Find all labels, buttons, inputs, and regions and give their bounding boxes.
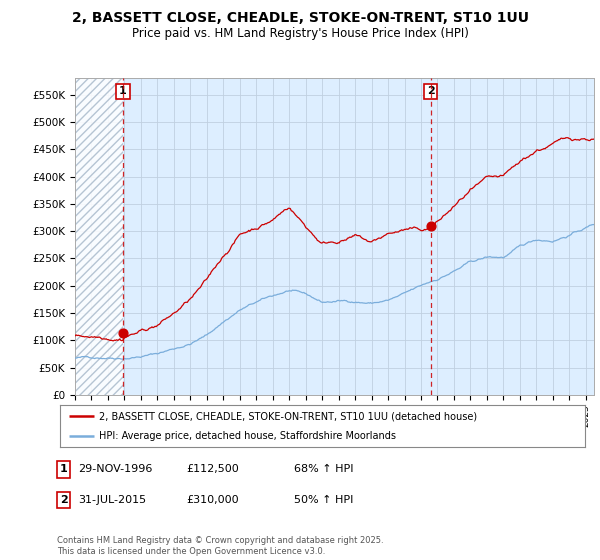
Point [118,329,128,338]
Point [426,221,436,230]
Text: 29-NOV-1996: 29-NOV-1996 [78,464,152,474]
Text: 1: 1 [119,86,127,96]
Text: £310,000: £310,000 [186,495,239,505]
Bar [75,78,123,395]
Text: Contains HM Land Registry data © Crown copyright and database right 2025.
This d: Contains HM Land Registry data © Crown c… [57,536,383,556]
Text: 50% ↑ HPI: 50% ↑ HPI [294,495,353,505]
Text: HPI: Average price, detached house, Staffordshire Moorlands: HPI: Average price, detached house, Staf… [100,431,397,441]
Text: £112,500: £112,500 [186,464,239,474]
Text: 68% ↑ HPI: 68% ↑ HPI [294,464,353,474]
Text: 31-JUL-2015: 31-JUL-2015 [78,495,146,505]
Text: 2, BASSETT CLOSE, CHEADLE, STOKE-ON-TRENT, ST10 1UU (detached house): 2, BASSETT CLOSE, CHEADLE, STOKE-ON-TREN… [100,411,478,421]
Text: 2: 2 [427,86,434,96]
Text: 1: 1 [60,464,67,474]
Text: 2, BASSETT CLOSE, CHEADLE, STOKE-ON-TRENT, ST10 1UU: 2, BASSETT CLOSE, CHEADLE, STOKE-ON-TREN… [71,11,529,25]
Text: 2: 2 [60,495,67,505]
Text: Price paid vs. HM Land Registry's House Price Index (HPI): Price paid vs. HM Land Registry's House … [131,27,469,40]
Bar [75,78,123,395]
